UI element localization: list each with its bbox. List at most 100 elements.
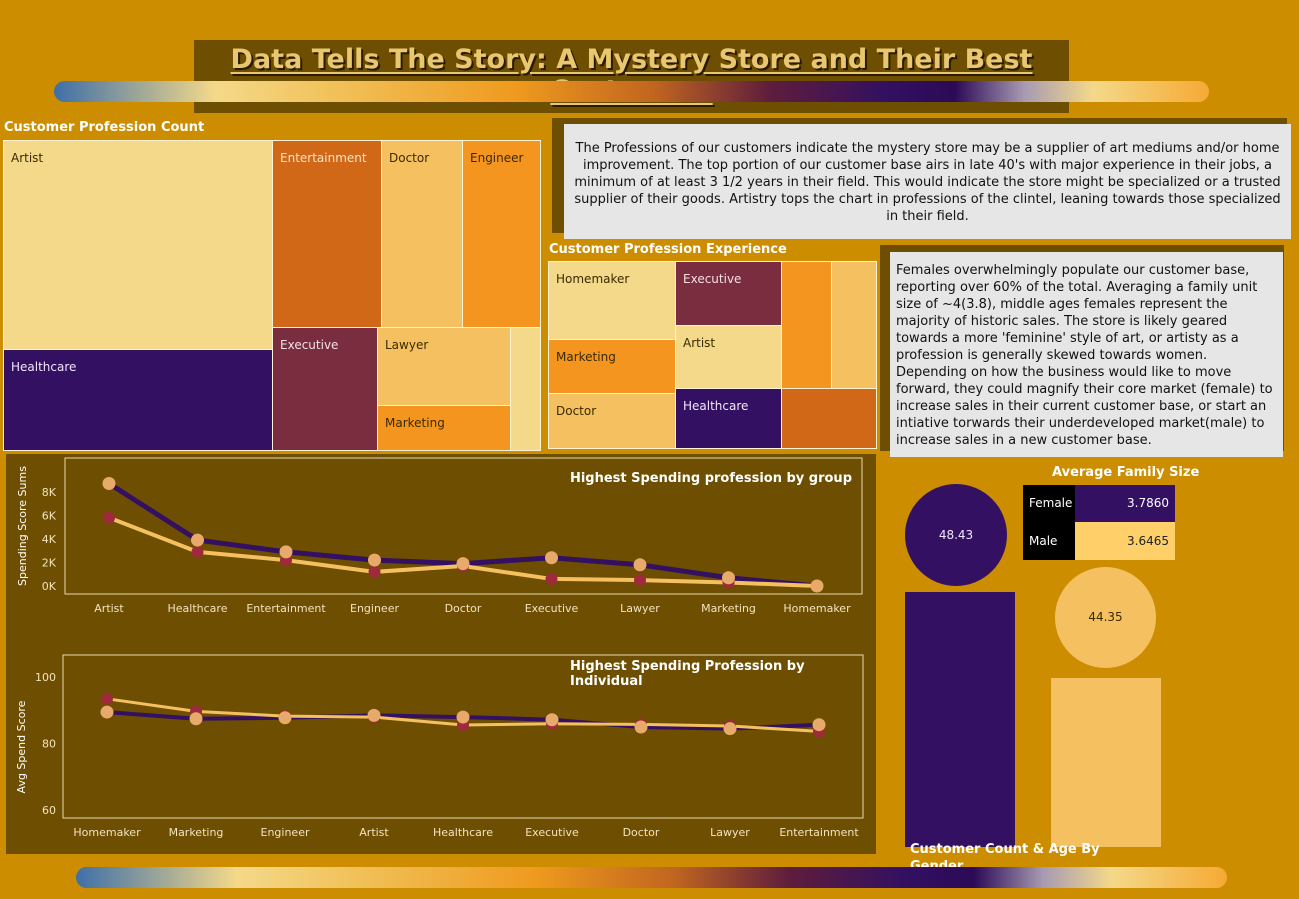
family-size-title: Average Family Size	[1052, 465, 1200, 480]
cell-label: Executive	[280, 338, 339, 352]
treemap-cell-lawyer[interactable]: Lawyer	[377, 327, 511, 406]
group-spending-chart: Highest Spending profession by group Spe…	[16, 457, 863, 615]
individual-spending-chart: Highest Spending Profession by Individua…	[15, 654, 864, 839]
cell-label: Healthcare	[11, 360, 77, 374]
treemap-cell-doctor[interactable]: Doctor	[381, 140, 463, 328]
cell-label: Entertainment	[280, 151, 367, 165]
series-1-point[interactable]	[545, 551, 558, 565]
series-1-point[interactable]	[545, 713, 559, 727]
treemap-cell-marketing[interactable]: Marketing	[377, 405, 511, 451]
x-category-label: Healthcare	[168, 602, 228, 615]
x-category-label: Engineer	[350, 602, 399, 615]
series-2-point[interactable]	[368, 565, 381, 578]
y-tick-label: 80	[42, 738, 56, 751]
x-category-label: Artist	[359, 826, 389, 839]
series-1-point[interactable]	[279, 545, 293, 559]
series-1-point[interactable]	[191, 533, 204, 547]
series-2-point[interactable]	[103, 511, 115, 524]
cell-label: Artist	[683, 336, 716, 350]
x-category-label: Executive	[525, 602, 579, 615]
exp-cell-unlabeled-2[interactable]	[831, 261, 877, 389]
exp-cell-executive[interactable]: Executive	[675, 261, 782, 326]
y-tick-label: 8K	[42, 486, 57, 499]
male-count-bar[interactable]	[1051, 678, 1161, 847]
cell-label: Lawyer	[385, 338, 429, 352]
series-1-point[interactable]	[278, 711, 292, 725]
treemap-cell-homemaker[interactable]	[510, 327, 541, 451]
exp-cell-healthcare[interactable]: Healthcare	[675, 388, 782, 449]
series-2-point[interactable]	[191, 545, 204, 558]
series-1-point[interactable]	[810, 579, 824, 593]
series-1-point[interactable]	[456, 557, 470, 571]
series-1-point[interactable]	[189, 712, 203, 726]
series-1-point[interactable]	[812, 718, 826, 732]
y-tick-label: 4K	[42, 533, 57, 546]
series-1-point[interactable]	[367, 708, 381, 722]
x-category-label: Lawyer	[620, 602, 660, 615]
y-tick-label: 60	[42, 804, 56, 817]
series-2-point[interactable]	[545, 572, 558, 585]
y-tick-label: 2K	[42, 556, 57, 569]
series-1-point[interactable]	[368, 553, 381, 567]
exp-cell-doctor[interactable]: Doctor	[548, 393, 676, 449]
y-axis-label: Spending Score Sums	[16, 466, 29, 586]
group-spending-panel	[6, 454, 876, 654]
series-1-point[interactable]	[456, 710, 470, 724]
chart-title-line-1: Highest Spending Profession by	[570, 659, 805, 674]
series-1-point[interactable]	[102, 477, 116, 491]
y-tick-label: 6K	[42, 509, 57, 522]
profession-count-treemap: Artist Healthcare Entertainment Doctor E…	[3, 140, 541, 451]
family-size-value-male: 3.6465	[1075, 522, 1175, 560]
series-1-point[interactable]	[633, 558, 647, 572]
cell-label: Homemaker	[556, 272, 630, 286]
series-2-point[interactable]	[101, 692, 113, 705]
x-category-label: Homemaker	[73, 826, 141, 839]
profession-count-title: Customer Profession Count	[4, 120, 205, 135]
family-size-table: Female 3.7860 Male 3.6465	[1023, 485, 1175, 560]
cell-label: Doctor	[389, 151, 430, 165]
series-1-point[interactable]	[722, 571, 735, 585]
exp-cell-marketing[interactable]: Marketing	[548, 339, 676, 394]
family-size-label-female: Female	[1023, 485, 1075, 522]
series-1-point[interactable]	[634, 720, 648, 734]
treemap-cell-executive[interactable]: Executive	[272, 327, 378, 451]
cell-label: Artist	[11, 151, 44, 165]
cell-label: Doctor	[556, 404, 597, 418]
dashboard-title: Data Tells The Story: A Mystery Store an…	[230, 44, 1033, 106]
female-count-bar[interactable]	[905, 592, 1015, 847]
treemap-cell-healthcare[interactable]: Healthcare	[3, 349, 273, 451]
exp-cell-homemaker[interactable]: Homemaker	[548, 261, 676, 340]
treemap-cell-artist[interactable]: Artist	[3, 140, 273, 350]
y-tick-label: 100	[35, 671, 56, 684]
female-age-circle[interactable]: 48.43	[905, 484, 1007, 586]
x-category-label: Healthcare	[433, 826, 493, 839]
chart-title-line-2: Individual	[570, 674, 643, 689]
plot-frame	[62, 654, 864, 819]
x-category-label: Entertainment	[246, 602, 326, 615]
professions-text: The Professions of our customers indicat…	[564, 124, 1291, 239]
exp-cell-unlabeled-1[interactable]	[781, 261, 832, 389]
male-age-circle[interactable]: 44.35	[1055, 567, 1156, 668]
gender-text: Females overwhelmingly populate our cust…	[890, 252, 1283, 457]
cell-label: Healthcare	[683, 399, 749, 413]
series-1-point[interactable]	[100, 705, 114, 719]
cell-label: Marketing	[556, 350, 616, 364]
x-category-label: Lawyer	[710, 826, 750, 839]
family-size-value-female: 3.7860	[1075, 485, 1175, 522]
cell-label: Executive	[683, 272, 742, 286]
treemap-cell-entertainment[interactable]: Entertainment	[272, 140, 382, 328]
series-2-point[interactable]	[634, 574, 646, 587]
x-category-label: Homemaker	[783, 602, 851, 615]
series-1-point[interactable]	[723, 722, 737, 736]
chart-title: Highest Spending profession by group	[570, 471, 852, 486]
x-category-label: Doctor	[445, 602, 482, 615]
plot-frame	[64, 457, 863, 595]
x-category-label: Artist	[94, 602, 124, 615]
exp-cell-unlabeled-3[interactable]	[781, 388, 877, 449]
exp-cell-artist[interactable]: Artist	[675, 325, 782, 389]
x-category-label: Entertainment	[779, 826, 859, 839]
profession-experience-treemap: Homemaker Executive Artist Marketing Hea…	[548, 261, 877, 449]
y-axis-label: Avg Spend Score	[15, 700, 28, 793]
treemap-cell-engineer[interactable]: Engineer	[462, 140, 541, 328]
x-category-label: Doctor	[623, 826, 660, 839]
